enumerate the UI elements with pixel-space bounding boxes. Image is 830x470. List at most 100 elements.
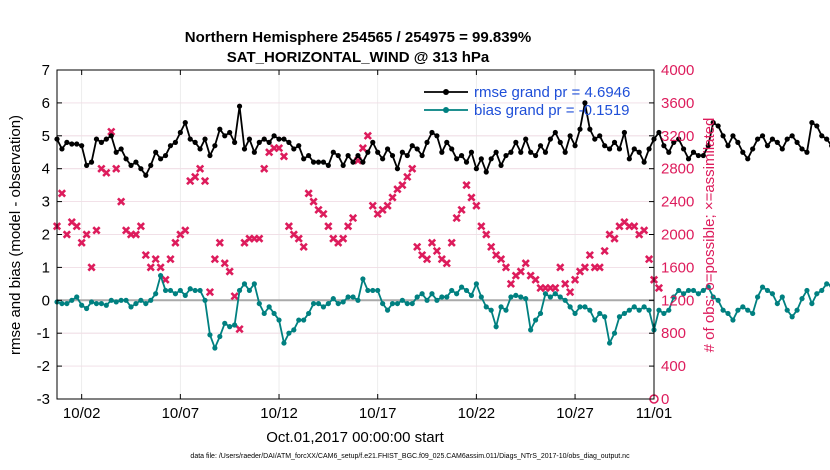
bias-point (291, 327, 297, 333)
assimilated-point-stroke (620, 218, 629, 227)
bias-point (626, 307, 632, 313)
y-left-tick-label: -2 (37, 358, 50, 375)
bias-point (720, 307, 726, 313)
bias-point (764, 287, 771, 294)
rmse-point (483, 169, 489, 175)
rmse-point (735, 139, 741, 145)
rmse-point (153, 149, 159, 155)
rmse-point (59, 146, 65, 152)
bias-point (789, 314, 795, 320)
assimilated-point (156, 263, 165, 272)
assimilated-point-stroke (156, 263, 165, 272)
assimilated-point (358, 144, 368, 153)
y-right-axis-label: # of obs: o=possible; ×=assimilated (701, 118, 718, 353)
bias-point (483, 304, 489, 310)
bias-point (478, 294, 484, 300)
y-left-tick-label: 7 (42, 62, 50, 79)
bias-point (631, 304, 637, 310)
bias-point (755, 294, 761, 300)
rmse-point (824, 136, 830, 142)
assimilated-point-stroke (422, 255, 432, 264)
assimilated-point-stroke (141, 250, 150, 260)
bias-point (725, 310, 731, 317)
assimilated-point (82, 230, 91, 239)
assimilated-point (235, 324, 244, 334)
rmse-point (498, 162, 504, 169)
assimilated-point-stroke (506, 279, 516, 288)
assimilated-point (309, 197, 318, 206)
bias-point (676, 287, 682, 294)
bias-point (217, 333, 223, 340)
assimilated-point-stroke (531, 275, 540, 284)
y-left-tick-label: -3 (37, 391, 50, 408)
bias-point (271, 310, 277, 317)
assimilated-point-stroke (610, 234, 619, 243)
rmse-point (621, 129, 627, 136)
assimilated-point-stroke (363, 131, 372, 140)
rmse-point (335, 152, 341, 159)
assimilated-point-stroke (427, 238, 437, 247)
rmse-point (148, 162, 154, 169)
assimilated-point (551, 283, 560, 293)
rmse-point (306, 152, 312, 159)
rmse-point (473, 166, 479, 172)
bias-point (306, 310, 312, 317)
assimilated-point (87, 263, 96, 272)
bias-point (656, 307, 662, 313)
x-axis-ticks: 10/02 10/07 10/12 10/17 10/22 10/27 11/01 (63, 70, 672, 422)
rmse-point (503, 152, 509, 159)
rmse-point (809, 120, 815, 126)
bias-point (355, 297, 361, 303)
bias-point (646, 307, 652, 313)
assimilated-point (92, 226, 101, 235)
rmse-point (177, 129, 183, 136)
assimilated-point (580, 263, 590, 272)
assimilated-point-stroke (348, 213, 358, 223)
rmse-point (409, 143, 415, 149)
bias-point (705, 284, 711, 290)
assimilated-point (595, 263, 604, 272)
assimilated-point (452, 213, 461, 223)
bias-point (301, 317, 307, 323)
chart-subtitle: SAT_HORIZONTAL_WIND @ 313 hPa (227, 49, 490, 66)
bias-point (750, 310, 756, 317)
assimilated-point-stroke (462, 181, 471, 190)
rmse-point (804, 149, 810, 155)
assimilated-point-stroke (600, 246, 609, 256)
rmse-point (458, 152, 465, 159)
bias-point (286, 330, 292, 336)
assimilated-point (343, 222, 353, 231)
series-lines (54, 100, 830, 351)
assimilated-point-stroke (329, 234, 338, 243)
assimilated-point (482, 230, 491, 239)
y-right-tick-label: 3600 (661, 95, 694, 112)
rmse-point (98, 139, 105, 145)
rmse-point (360, 159, 366, 165)
bias-point (103, 302, 109, 308)
bias-point (572, 310, 578, 317)
assimilated-point-stroke (205, 287, 215, 297)
bias-point (449, 287, 455, 294)
rmse-point (454, 156, 460, 162)
bias-point (735, 307, 741, 313)
bias-point (493, 324, 499, 330)
assimilated-point-stroke (309, 197, 318, 206)
rmse-point (636, 149, 642, 155)
bias-point (661, 310, 667, 317)
assimilated-point-stroke (319, 209, 328, 219)
y-right-axis-ticks: 0 400 800 1200 1600 2000 2400 2800 3200 3600 4000 (649, 62, 694, 408)
rmse-point (212, 143, 218, 149)
assimilated-point-stroke (294, 234, 303, 243)
rmse-point (291, 146, 297, 152)
assimilated-point-stroke (570, 275, 580, 284)
bias-point (153, 291, 159, 297)
bias-point (414, 294, 420, 300)
rmse-point (449, 146, 455, 152)
rmse-point (128, 162, 134, 169)
assimilated-point-stroke (482, 230, 491, 239)
bias-point (345, 294, 351, 300)
bias-point (606, 340, 613, 346)
x-axis-label: Oct.01,2017 00:00:00 start (266, 429, 444, 446)
assimilated-point-stroke (166, 255, 175, 264)
